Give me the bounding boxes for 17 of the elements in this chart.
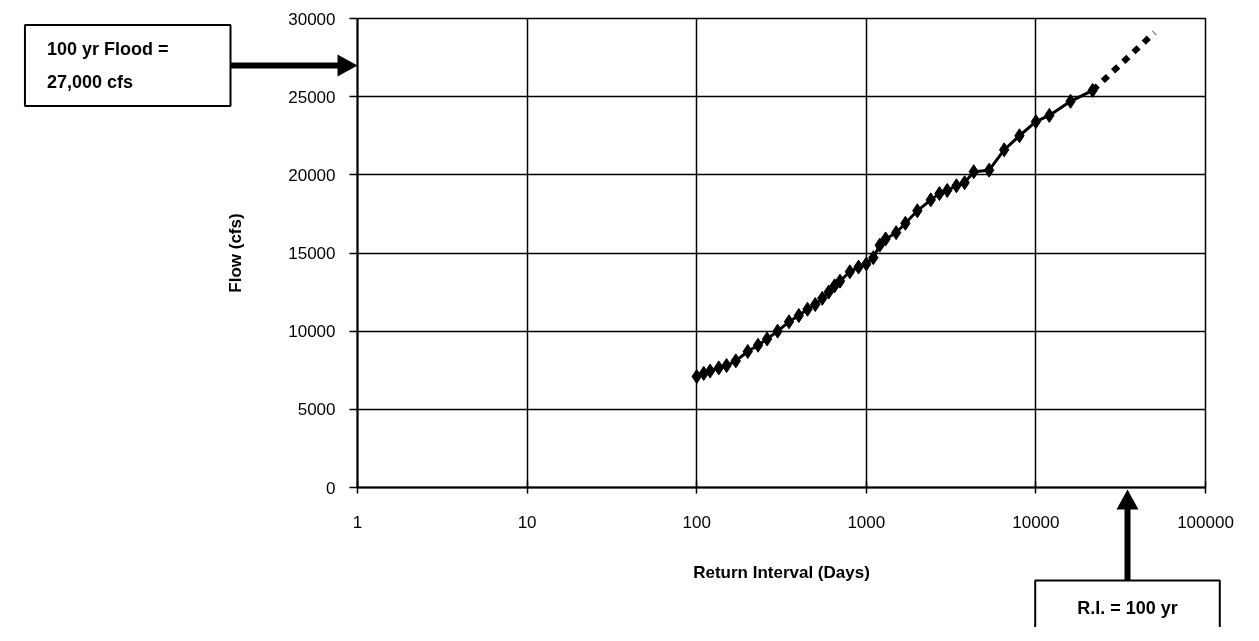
y-tick-label: 5000 <box>297 400 336 420</box>
x-axis-title: Return Interval (Days) <box>693 562 870 582</box>
y-tick-label: 0 <box>326 478 336 498</box>
text: 100 yr Flood = 27,000 cfs <box>46 39 169 92</box>
y-tick-label: 20000 <box>288 165 336 185</box>
x-tick-label: 1000 <box>847 512 886 532</box>
x-tick-label: 1 <box>352 512 363 532</box>
x-tick-label: 10 <box>517 512 537 532</box>
y-tick-label: 15000 <box>288 244 336 263</box>
x-tick-label: 100 <box>682 512 711 532</box>
x-tick-label: 10000 <box>1012 512 1060 532</box>
y-tick-label: 25000 <box>288 87 336 107</box>
y-tick-label: 30000 <box>288 9 336 29</box>
text: R.I. = 100 yr <box>1077 597 1178 618</box>
y-tick-label: 10000 <box>288 322 336 342</box>
y-axis-title: Flow (cfs) <box>226 213 246 293</box>
x-tick-label: 100000 <box>1177 512 1234 532</box>
